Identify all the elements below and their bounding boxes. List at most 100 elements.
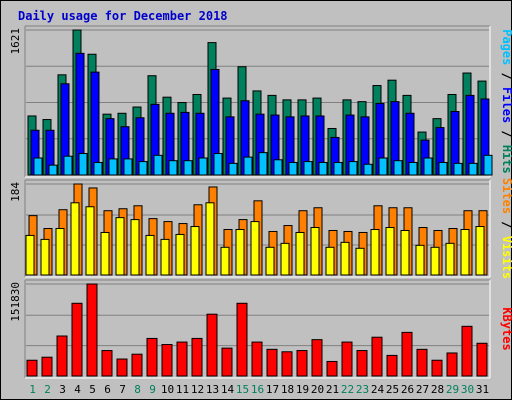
bar-pages-day-14 <box>228 162 238 176</box>
bar-kbytes-day-2 <box>41 356 53 377</box>
bar-pages-day-21 <box>333 161 343 176</box>
bar-kbytes-day-19 <box>296 350 308 377</box>
bar-kbytes-day-17 <box>266 348 278 377</box>
bar-pages-day-27 <box>423 157 433 176</box>
bar-visits-day-23 <box>355 247 365 276</box>
bar-visits-day-22 <box>340 241 350 276</box>
bar-visits-day-10 <box>160 238 170 276</box>
bar-visits-day-30 <box>460 229 470 276</box>
bar-pages-day-25 <box>393 160 403 176</box>
x-tick-day-15: 15 <box>236 383 249 396</box>
bar-visits-day-16 <box>250 221 260 276</box>
bar-pages-day-20 <box>318 161 328 176</box>
bar-pages-day-1 <box>33 157 43 176</box>
x-tick-day-23: 23 <box>356 383 369 396</box>
bar-pages-day-9 <box>153 154 163 176</box>
bar-visits-day-8 <box>130 219 140 276</box>
bar-kbytes-day-10 <box>161 343 173 377</box>
legend-pages: Pages <box>500 29 512 65</box>
x-tick-day-11: 11 <box>176 383 189 396</box>
chart-title: Daily usage for December 2018 <box>18 9 228 23</box>
bar-pages-day-2 <box>48 164 58 176</box>
panel-bottom: 151830 KBytes <box>9 279 512 379</box>
bar-kbytes-day-28 <box>431 359 443 377</box>
x-tick-day-9: 9 <box>149 383 156 396</box>
bar-visits-day-14 <box>220 246 230 276</box>
panel-middle-ymax-label: 184 <box>9 182 22 202</box>
bar-pages-day-18 <box>288 161 298 176</box>
bar-pages-day-13 <box>213 153 223 176</box>
bar-kbytes-day-21 <box>326 360 338 377</box>
x-tick-day-20: 20 <box>311 383 324 396</box>
x-tick-day-5: 5 <box>89 383 96 396</box>
bar-visits-day-11 <box>175 233 185 276</box>
x-axis-day-labels: 1 2 3 4 5 6 7 8 9 10 11 12 13 14 15 16 17 18 19 20 21 22 23 24 2… <box>29 383 489 396</box>
bar-pages-day-30 <box>468 162 478 176</box>
bar-kbytes-day-13 <box>206 313 218 377</box>
x-tick-day-30: 30 <box>461 383 474 396</box>
bar-kbytes-day-8 <box>131 353 143 377</box>
panel-middle-legend-label: Sites / Visits <box>500 178 512 279</box>
x-tick-day-26: 26 <box>401 383 414 396</box>
bar-pages-day-7 <box>123 158 133 176</box>
bar-visits-day-24 <box>370 229 380 276</box>
chart-panels: 1621 Pages / Files / Hits 184 Sites / Visit… <box>9 25 512 379</box>
panel-top-ymax-label: 1621 <box>9 28 22 55</box>
bar-pages-day-15 <box>243 156 253 176</box>
x-tick-day-1: 1 <box>29 383 36 396</box>
panel-top: 1621 Pages / Files / Hits <box>9 25 512 178</box>
bar-kbytes-day-23 <box>356 350 368 377</box>
x-tick-day-3: 3 <box>59 383 66 396</box>
legend-/: / <box>500 65 512 87</box>
panel-bottom-legend-label: KBytes <box>500 307 512 350</box>
bar-kbytes-day-26 <box>401 331 413 377</box>
x-tick-day-19: 19 <box>296 383 309 396</box>
x-tick-day-14: 14 <box>221 383 235 396</box>
bar-kbytes-day-22 <box>341 341 353 377</box>
x-tick-day-24: 24 <box>371 383 385 396</box>
x-tick-day-10: 10 <box>161 383 174 396</box>
x-tick-day-8: 8 <box>134 383 141 396</box>
bar-kbytes-day-5 <box>86 283 98 377</box>
bar-visits-day-19 <box>295 231 305 276</box>
bar-pages-day-3 <box>63 155 73 176</box>
bar-pages-day-19 <box>303 161 313 176</box>
bar-visits-day-7 <box>115 217 125 276</box>
bar-kbytes-day-29 <box>446 352 458 377</box>
bar-visits-day-29 <box>445 242 455 276</box>
bar-kbytes-day-18 <box>281 351 293 377</box>
bar-visits-day-12 <box>190 226 200 276</box>
x-tick-day-13: 13 <box>206 383 219 396</box>
x-tick-day-22: 22 <box>341 383 354 396</box>
bar-visits-day-1 <box>25 234 35 276</box>
bar-kbytes-day-7 <box>116 358 128 377</box>
bar-kbytes-day-11 <box>176 341 188 377</box>
bar-pages-day-23 <box>363 163 373 176</box>
bar-visits-day-18 <box>280 242 290 276</box>
bar-kbytes-day-20 <box>311 339 323 377</box>
bar-visits-day-3 <box>55 228 65 276</box>
bar-pages-day-16 <box>258 152 268 176</box>
x-tick-day-2: 2 <box>44 383 51 396</box>
bar-pages-day-5 <box>93 161 103 176</box>
bar-visits-day-15 <box>235 229 245 276</box>
legend-/: / <box>500 214 512 236</box>
panel-top-legend-label: Pages / Files / Hits <box>500 29 512 174</box>
bar-kbytes-day-30 <box>461 325 473 377</box>
bar-files-day-5 <box>90 71 100 176</box>
x-tick-day-18: 18 <box>281 383 294 396</box>
bar-kbytes-day-31 <box>476 342 488 377</box>
bar-visits-day-21 <box>325 246 335 276</box>
x-tick-day-4: 4 <box>74 383 81 396</box>
x-tick-day-21: 21 <box>326 383 339 396</box>
x-tick-day-7: 7 <box>119 383 126 396</box>
x-tick-day-25: 25 <box>386 383 399 396</box>
bar-visits-day-17 <box>265 246 275 276</box>
legend-files: Files <box>500 87 512 123</box>
bar-visits-day-13 <box>205 202 215 276</box>
bar-kbytes-day-14 <box>221 347 233 377</box>
bar-kbytes-day-15 <box>236 302 248 377</box>
bar-kbytes-day-3 <box>56 335 68 377</box>
panel-bottom-ymax-label: 151830 <box>9 282 22 322</box>
